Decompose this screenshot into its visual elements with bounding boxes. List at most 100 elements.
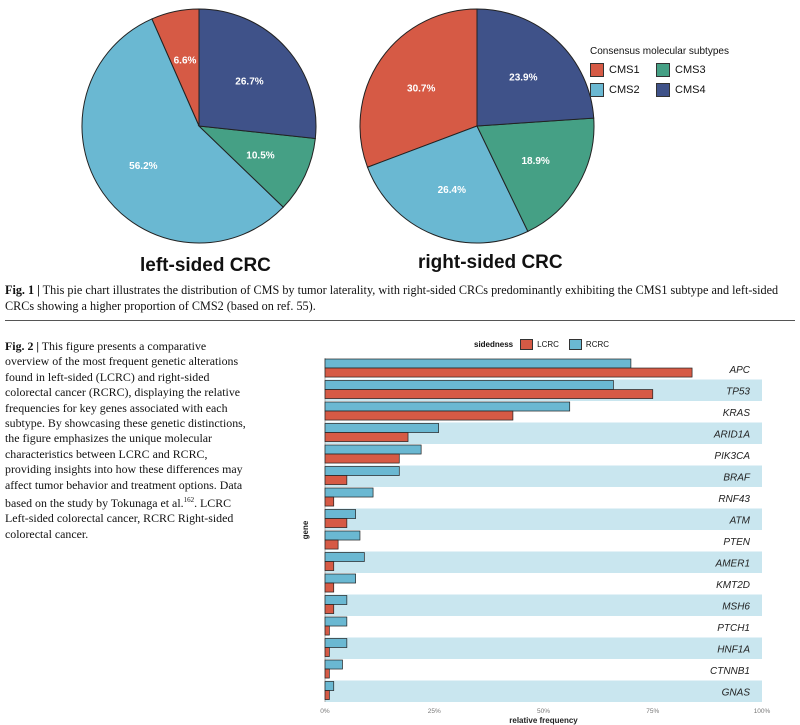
gene-label-kras: KRAS: [723, 408, 751, 419]
x-tick-label: 25%: [428, 708, 441, 715]
bar-rcrc-gnas: [324, 681, 335, 691]
gene-label-tp53: TP53: [726, 386, 750, 397]
bar-lcrc-amer1: [324, 561, 335, 571]
gene-label-pik3ca: PIK3CA: [714, 451, 750, 462]
gene-label-hnf1a: HNF1A: [717, 644, 750, 655]
figure1-caption-label: Fig. 1 |: [5, 283, 40, 297]
figure2-caption-ref: 162: [183, 496, 195, 505]
right-pie-label-cms2: 26.4%: [438, 185, 466, 196]
bar-rcrc-arid1a: [324, 423, 439, 433]
left-pie-label-cms1: 6.6%: [174, 56, 197, 67]
bar-rcrc-atm: [324, 509, 356, 519]
cms-legend: Consensus molecular subtypes CMS1 CMS3 C…: [590, 46, 729, 97]
bar-rcrc-rnf43: [324, 487, 374, 498]
figure2-caption-label: Fig. 2 |: [5, 339, 39, 353]
figure2-caption-tail: . LCRC Left-sided colorectal cancer, RCR…: [5, 496, 234, 541]
y-axis-label: gene: [301, 520, 310, 539]
cms4-swatch: [656, 83, 670, 97]
cms3-swatch: [656, 63, 670, 77]
bar-lcrc-apc: [324, 367, 693, 378]
right-pie-label-cms1: 30.7%: [407, 83, 435, 94]
left-pie-title: left-sided CRC: [140, 255, 271, 276]
row-band: [325, 465, 762, 487]
bar-lcrc-kmt2d: [324, 582, 335, 593]
legend-label-lcrc: LCRC: [537, 340, 559, 349]
figure2-caption: Fig. 2 | This figure presents a comparat…: [5, 339, 251, 542]
left-pie-label-cms4: 26.7%: [235, 77, 263, 88]
right-pie-slice-cms2: [366, 125, 529, 244]
right-pie-label-cms3: 18.9%: [521, 156, 549, 167]
figure1-caption: Fig. 1 | This pie chart illustrates the …: [5, 283, 795, 314]
right-pie-slice-cms1: [359, 8, 478, 168]
row-band: [325, 508, 762, 530]
x-tick-label: 100%: [754, 708, 771, 715]
cms-legend-title: Consensus molecular subtypes: [590, 46, 729, 57]
legend-label-cms1: CMS1: [609, 64, 640, 76]
sidedness-legend-title: sidedness: [474, 340, 514, 349]
gene-label-amer1: AMER1: [715, 558, 750, 569]
legend-label-rcrc: RCRC: [585, 340, 610, 349]
row-band: [325, 594, 762, 616]
bar-rcrc-braf: [324, 466, 400, 476]
x-tick-label: 0%: [320, 708, 330, 715]
right-pie-slice-cms3: [476, 117, 595, 233]
row-band: [325, 551, 762, 573]
gene-frequency-bar-chart: APC TP53 KRAS ARID1A PIK3CA BRAF RNF43 ATM PTEN A…: [301, 358, 771, 725]
bar-lcrc-atm: [324, 518, 348, 528]
bar-rcrc-kmt2d: [324, 573, 356, 584]
x-axis-label: relative frequency: [509, 716, 578, 725]
legend-item-cms1: CMS1: [590, 63, 656, 77]
bar-lcrc-tp53: [324, 389, 654, 399]
caption-divider: [5, 320, 795, 321]
figure1-caption-text: This pie chart illustrates the distribut…: [5, 283, 779, 313]
bar-lcrc-rnf43: [324, 496, 335, 507]
cms1-swatch: [590, 63, 604, 77]
left-pie-slice-cms4: [198, 8, 317, 140]
bar-rcrc-pten: [324, 530, 361, 541]
bar-lcrc-pten: [324, 539, 339, 550]
pie-charts: 6.6% 56.2% 10.5% 26.7% 30.7% 26.4% 18.9% 23.9%: [81, 8, 595, 244]
gene-label-gnas: GNAS: [722, 687, 751, 698]
x-tick-label: 50%: [537, 708, 550, 715]
bar-rcrc-amer1: [324, 552, 365, 562]
right-pie-label-cms4: 23.9%: [509, 72, 537, 83]
cms2-swatch: [590, 83, 604, 97]
left-pie-label-cms2: 56.2%: [129, 161, 157, 172]
legend-label-cms3: CMS3: [675, 64, 706, 76]
legend-label-cms4: CMS4: [675, 84, 706, 96]
bar-lcrc-pik3ca: [324, 453, 400, 464]
left-pie-slice-cms3: [197, 125, 316, 208]
rcrc-swatch: [568, 339, 582, 350]
right-pie-title: right-sided CRC: [418, 252, 563, 273]
gene-label-arid1a: ARID1A: [713, 429, 750, 440]
bar-rcrc-pik3ca: [324, 444, 422, 455]
gene-label-kmt2d: KMT2D: [716, 580, 750, 591]
row-band: [325, 680, 762, 702]
legend-item-cms2: CMS2: [590, 83, 656, 97]
gene-label-braf: BRAF: [723, 472, 751, 483]
bar-lcrc-hnf1a: [324, 647, 330, 657]
bar-lcrc-arid1a: [324, 432, 409, 442]
bar-lcrc-msh6: [324, 604, 335, 614]
bar-lcrc-ctnnb1: [324, 668, 330, 679]
gene-label-pten: PTEN: [723, 537, 750, 548]
gene-label-rnf43: RNF43: [718, 494, 750, 505]
gene-label-ctnnb1: CTNNB1: [710, 666, 750, 677]
gene-label-apc: APC: [728, 365, 750, 376]
x-tick-label: 75%: [646, 708, 659, 715]
right-pie-slice-cms4: [476, 8, 595, 127]
bar-rcrc-ptch1: [324, 616, 348, 627]
gene-label-atm: ATM: [729, 515, 751, 526]
bar-lcrc-kras: [324, 410, 514, 421]
legend-label-cms2: CMS2: [609, 84, 640, 96]
bar-lcrc-braf: [324, 475, 348, 485]
bar-rcrc-tp53: [324, 380, 614, 390]
bar-rcrc-hnf1a: [324, 638, 348, 648]
bar-rcrc-msh6: [324, 595, 348, 605]
gene-label-ptch1: PTCH1: [717, 623, 750, 634]
left-pie-slice-cms2: [81, 18, 284, 244]
gene-label-msh6: MSH6: [722, 601, 750, 612]
bar-rcrc-apc: [324, 358, 632, 369]
lcrc-swatch: [520, 339, 534, 350]
figure2-caption-text: This figure presents a comparative overv…: [5, 339, 246, 511]
